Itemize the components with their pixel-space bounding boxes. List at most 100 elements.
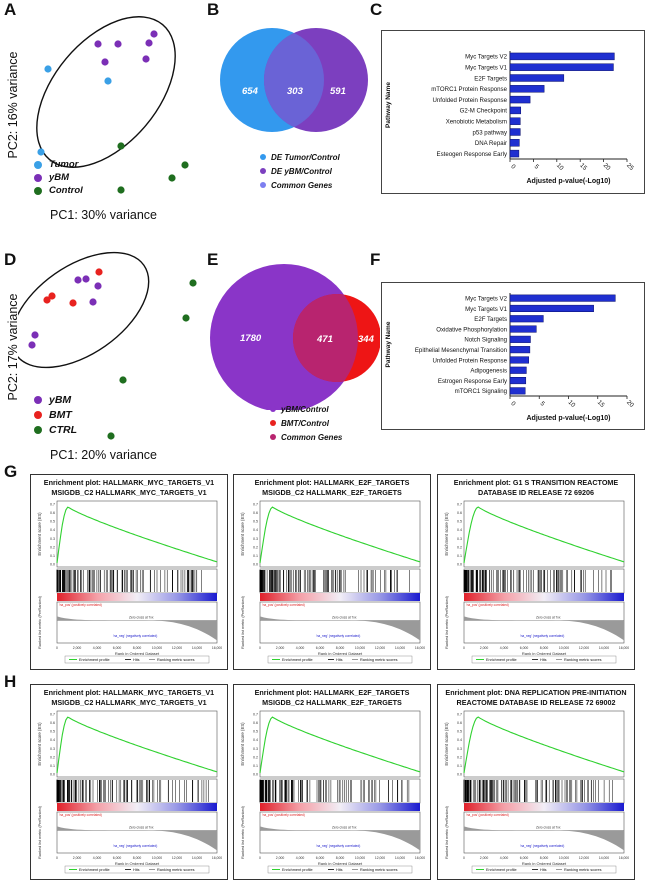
pca-point bbox=[117, 186, 125, 194]
legend-swatch bbox=[34, 160, 42, 169]
rm-ylabel: Ranked list metric (PreRanked) bbox=[445, 595, 449, 648]
es-ylabel: Enrichment score (ES) bbox=[37, 722, 42, 766]
bar-category-label: Myc Targets V1 bbox=[465, 65, 507, 72]
x-tick-label: 12,000 bbox=[579, 856, 589, 860]
es-curve bbox=[56, 716, 218, 774]
es-tick-label: 0.4 bbox=[253, 528, 258, 532]
es-tick-label: 0.0 bbox=[457, 563, 462, 567]
bar bbox=[509, 304, 594, 312]
x-tick-label: 6,000 bbox=[113, 856, 122, 860]
bar bbox=[509, 335, 531, 343]
legend-label: Ranking metric scores bbox=[157, 868, 195, 872]
es-tick-label: 0.3 bbox=[457, 537, 462, 541]
pca-point bbox=[31, 331, 39, 339]
bar-xlabel: Adjusted p-value(-Log10) bbox=[526, 178, 610, 185]
x-tick-label: 16,000 bbox=[415, 856, 425, 860]
es-tick-label: 0.1 bbox=[50, 554, 55, 558]
pca-point bbox=[95, 268, 103, 276]
legend-swatch bbox=[34, 186, 42, 195]
legend-label: Common Genes bbox=[271, 180, 333, 190]
es-ylabel: Enrichment score (ES) bbox=[240, 512, 245, 556]
legend-label: Hits bbox=[133, 658, 140, 662]
es-tick-label: 0.0 bbox=[457, 773, 462, 777]
x-tick-label: 2,000 bbox=[276, 646, 285, 650]
es-ylabel: Enrichment score (ES) bbox=[444, 512, 449, 556]
bar-tick-label: 20 bbox=[625, 399, 635, 409]
bar-category-label: Myc Targets V2 bbox=[465, 54, 507, 61]
rank-color-band bbox=[464, 803, 624, 811]
x-tick-label: 14,000 bbox=[395, 856, 405, 860]
es-tick-label: 0.2 bbox=[50, 755, 55, 759]
bar-tick-label: 15 bbox=[578, 162, 588, 172]
bar-category-label: Esteogen Response Early bbox=[437, 151, 508, 158]
bar bbox=[509, 63, 614, 71]
x-tick-label: 2,000 bbox=[73, 856, 82, 860]
rm-ylabel: Ranked list metric (PreRanked) bbox=[38, 805, 42, 858]
x-tick-label: 6,000 bbox=[520, 646, 529, 650]
es-tick-label: 0.4 bbox=[50, 738, 55, 742]
es-tick-label: 0.3 bbox=[50, 537, 55, 541]
pca-plot-d bbox=[18, 251, 197, 440]
es-tick-label: 0.2 bbox=[457, 545, 462, 549]
x-tick-label: 2,000 bbox=[480, 646, 489, 650]
bar-ylabel: Pathway Name bbox=[385, 321, 392, 367]
gsea-xlabel: Rank in Ordered Dataset bbox=[318, 651, 363, 656]
gsea-xlabel: Rank in Ordered Dataset bbox=[115, 651, 160, 656]
zero-cross-label: Zero cross at 7xx bbox=[536, 825, 561, 829]
x-tick-label: 12,000 bbox=[172, 856, 182, 860]
es-tick-label: 0.3 bbox=[50, 747, 55, 751]
bar bbox=[509, 294, 616, 302]
gsea-xlabel: Rank in Ordered Dataset bbox=[522, 861, 567, 866]
venn-overlap-value: 303 bbox=[287, 86, 304, 97]
es-tick-label: 0.3 bbox=[253, 747, 258, 751]
legend-label: Ranking metric scores bbox=[157, 658, 195, 662]
x-tick-label: 6,000 bbox=[316, 646, 325, 650]
x-tick-label: 10,000 bbox=[355, 856, 365, 860]
es-tick-label: 0.6 bbox=[253, 511, 258, 515]
zero-cross-label: Zero cross at 7xx bbox=[129, 615, 154, 619]
gsea-panel: Enrichment plot: G1 S TRANSITION REACTOM… bbox=[437, 474, 635, 670]
x-tick-label: 14,000 bbox=[192, 646, 202, 650]
rm-ylabel: Ranked list metric (PreRanked) bbox=[241, 805, 245, 858]
panel-letter-e: E bbox=[207, 250, 219, 269]
legend-item: yBM bbox=[34, 392, 77, 407]
gsea-xlabel: Rank in Ordered Dataset bbox=[318, 861, 363, 866]
legend-label: Common Genes bbox=[281, 432, 343, 442]
neg-label: 'na_neg' (negatively correlated) bbox=[113, 634, 157, 638]
bar bbox=[509, 74, 565, 82]
legend-label: yBM bbox=[49, 393, 72, 406]
gsea-legend-frame bbox=[267, 865, 413, 874]
gsea-plot: 0.7 0.6 0.5 0.4 0.3 0.2 0.1 0.0 Enrichment score… bbox=[444, 710, 629, 874]
es-tick-label: 0.2 bbox=[50, 545, 55, 549]
pca-point bbox=[119, 376, 127, 384]
legend-swatch bbox=[270, 434, 276, 440]
venn-overlap-value: 471 bbox=[316, 334, 333, 345]
legend-item: BMT/Control bbox=[270, 416, 342, 430]
bar-category-label: Estrogen Response Early bbox=[438, 378, 508, 385]
pca-point bbox=[189, 279, 197, 287]
legend-label: Ranking metric scores bbox=[564, 868, 602, 872]
x-tick-label: 10,000 bbox=[559, 646, 569, 650]
legend-swatch bbox=[34, 425, 42, 434]
zero-cross-label: Zero cross at 7xx bbox=[332, 825, 357, 829]
pca-point bbox=[69, 299, 77, 307]
gsea-plot: 0.7 0.6 0.5 0.4 0.3 0.2 0.1 0.0 Enrichment score… bbox=[37, 500, 222, 664]
es-tick-label: 0.5 bbox=[50, 520, 55, 524]
x-tick-label: 16,000 bbox=[415, 646, 425, 650]
bar-tick-label: 25 bbox=[625, 162, 635, 172]
x-tick-label: 0 bbox=[259, 646, 261, 650]
bar-tick-label: 5 bbox=[539, 400, 547, 408]
es-tick-label: 0.7 bbox=[50, 713, 55, 717]
legend-item: CTRL bbox=[34, 422, 77, 437]
x-tick-label: 14,000 bbox=[599, 856, 609, 860]
venn-overlap bbox=[293, 294, 358, 382]
legend-item: Tumor bbox=[34, 158, 83, 171]
bar-chart-c-svg: Myc Targets V2 Myc Targets V1 E2F Targets m… bbox=[385, 51, 635, 185]
es-frame bbox=[463, 500, 625, 568]
x-tick-label: 6,000 bbox=[316, 856, 325, 860]
legend-label: Ranking metric scores bbox=[360, 658, 398, 662]
x-tick-label: 16,000 bbox=[619, 646, 629, 650]
pca-point bbox=[43, 296, 51, 304]
pos-label: 'na_pos' (positively correlated) bbox=[59, 603, 102, 607]
bar bbox=[509, 106, 522, 115]
